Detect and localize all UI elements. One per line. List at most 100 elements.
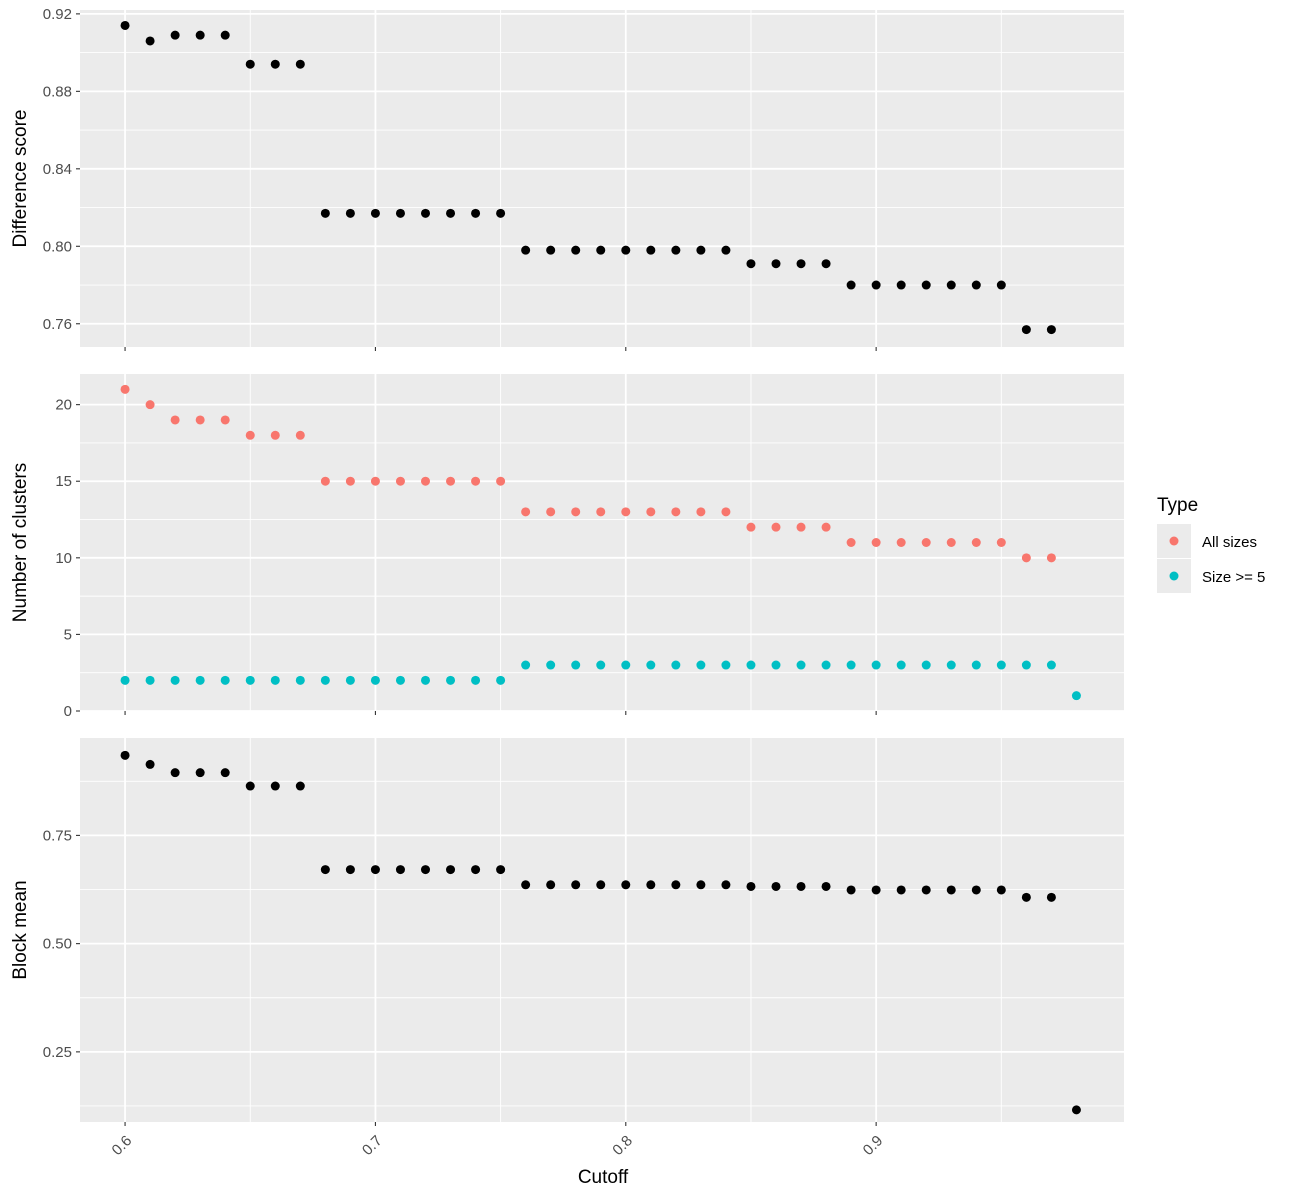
data-point <box>971 660 981 670</box>
data-point <box>871 885 881 895</box>
data-point <box>1046 892 1056 902</box>
data-point <box>345 865 355 875</box>
data-point <box>521 507 531 517</box>
data-point <box>420 865 430 875</box>
data-point <box>420 208 430 218</box>
data-point <box>395 208 405 218</box>
data-point <box>721 245 731 255</box>
data-point <box>295 781 305 791</box>
data-point <box>120 20 130 30</box>
data-point <box>821 660 831 670</box>
y-tick-label: 0.75 <box>43 827 72 844</box>
y-tick-label: 15 <box>55 473 72 490</box>
data-point <box>496 476 506 486</box>
data-point <box>1021 660 1031 670</box>
data-point <box>696 660 706 670</box>
x-tick-label: 0.8 <box>609 1132 636 1159</box>
data-point <box>420 675 430 685</box>
data-point <box>796 259 806 269</box>
data-point <box>446 476 456 486</box>
data-point <box>971 885 981 895</box>
data-point <box>1071 1105 1081 1115</box>
data-point <box>671 880 681 890</box>
data-point <box>996 280 1006 290</box>
series-1 <box>120 750 1081 1115</box>
data-point <box>195 768 205 778</box>
data-point <box>145 675 155 685</box>
data-point <box>746 660 756 670</box>
series-1 <box>120 384 1056 563</box>
data-point <box>120 675 130 685</box>
y-axis-title: Difference score <box>10 110 31 248</box>
data-point <box>220 675 230 685</box>
data-point <box>170 675 180 685</box>
data-point <box>546 880 556 890</box>
data-point <box>245 430 255 440</box>
panels-layer: 0.76 0.80 0.84 0.88 0.92 Difference score 0 5 10… <box>10 6 1124 1159</box>
data-point <box>946 538 956 547</box>
data-point <box>771 522 781 532</box>
data-point <box>721 880 731 890</box>
data-point <box>345 675 355 685</box>
data-point <box>896 280 906 290</box>
data-point <box>996 885 1006 895</box>
data-point <box>996 660 1006 670</box>
y-tick-label: 0 <box>64 703 72 720</box>
data-point <box>671 660 681 670</box>
data-point <box>821 522 831 532</box>
data-point <box>270 781 280 791</box>
data-point <box>646 507 656 517</box>
data-point <box>596 507 606 517</box>
x-axis-title: Cutoff <box>578 1167 629 1188</box>
data-point <box>546 507 556 517</box>
y-tick-label: 0.25 <box>43 1044 72 1061</box>
y-tick-label: 0.92 <box>43 6 72 23</box>
x-tick-label: 0.6 <box>109 1132 136 1159</box>
data-point <box>821 259 831 269</box>
data-point <box>571 245 581 255</box>
x-tick-labels: 0.6 0.7 0.8 0.9 <box>109 1132 887 1159</box>
x-tick-label: 0.7 <box>359 1132 386 1159</box>
data-point <box>846 280 856 290</box>
data-point <box>245 781 255 791</box>
data-point <box>846 660 856 670</box>
data-point <box>871 280 881 290</box>
data-point <box>946 280 956 290</box>
data-point <box>846 538 856 547</box>
data-point <box>345 476 355 486</box>
data-point <box>946 885 956 895</box>
data-point <box>521 660 531 670</box>
data-point <box>1021 892 1031 902</box>
data-point <box>521 245 531 255</box>
data-point <box>571 880 581 890</box>
data-point <box>921 280 931 290</box>
data-point <box>195 30 205 40</box>
data-point <box>796 522 806 532</box>
data-point <box>370 675 380 685</box>
data-point <box>721 660 731 670</box>
legend-label-size-5: Size >= 5 <box>1202 569 1265 586</box>
data-point <box>571 660 581 670</box>
data-point <box>471 208 481 218</box>
y-tick-label: 0.50 <box>43 936 72 953</box>
data-point <box>370 476 380 486</box>
data-point <box>496 208 506 218</box>
data-point <box>671 245 681 255</box>
data-point <box>471 675 481 685</box>
data-point <box>596 660 606 670</box>
data-point <box>295 430 305 440</box>
y-axis-title: Number of clusters <box>10 463 31 622</box>
panel-background <box>80 738 1124 1122</box>
data-point <box>771 881 781 891</box>
data-point <box>1021 553 1031 563</box>
data-point <box>120 384 130 394</box>
data-point <box>546 245 556 255</box>
y-tick-label: 0.84 <box>43 161 72 178</box>
data-point <box>295 675 305 685</box>
data-point <box>746 259 756 269</box>
data-point <box>345 208 355 218</box>
panel-1: 0.76 0.80 0.84 0.88 0.92 Difference score <box>10 6 1124 351</box>
data-point <box>646 880 656 890</box>
data-point <box>646 245 656 255</box>
data-point <box>796 660 806 670</box>
